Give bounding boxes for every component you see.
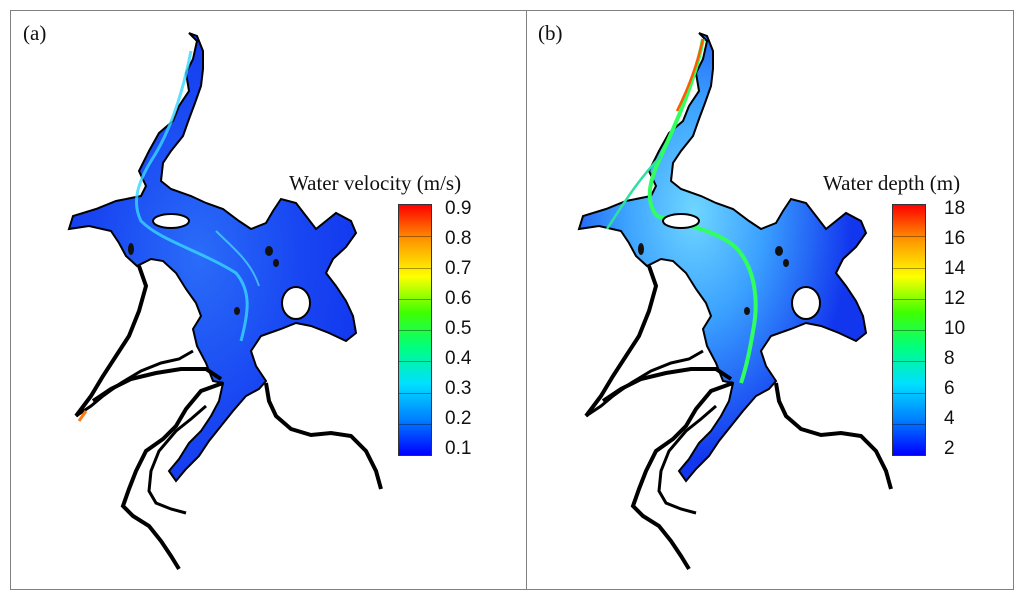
colorbar xyxy=(398,204,432,456)
colorbar xyxy=(892,204,926,456)
panel-b-water-depth: (b) Water depth (m) xyxy=(527,11,1013,589)
panel-a-label: (a) xyxy=(23,21,47,45)
panel-divider xyxy=(526,10,527,590)
velocity-streak-a xyxy=(134,50,249,342)
island xyxy=(152,213,190,229)
colorbar-tick: 0.8 xyxy=(445,228,472,249)
panel-b-river-map xyxy=(577,32,893,571)
colorbar-tick: 0.3 xyxy=(445,378,472,399)
colorbar-tick: 0.7 xyxy=(445,258,472,279)
colorbar-tick: 0.6 xyxy=(445,288,472,309)
colorbar-tick: 10 xyxy=(944,318,966,339)
colorbar-tick: 0.1 xyxy=(445,438,472,459)
colorbar-tick: 2 xyxy=(944,438,955,459)
colorbar-tick: 8 xyxy=(944,348,955,369)
colorbar-tick: 16 xyxy=(944,228,966,249)
colorbar-tick: 0.4 xyxy=(445,348,472,369)
reservoir-water-b xyxy=(577,32,868,483)
legend-title: Water depth (m) xyxy=(823,171,961,195)
colorbar-tick: 0.5 xyxy=(445,318,472,339)
colorbar-tick: 4 xyxy=(944,408,955,429)
colorbar-tick: 12 xyxy=(944,288,966,309)
colorbar-tick: 6 xyxy=(944,378,955,399)
panel-a-water-velocity: (a) Water velocity (m/s) xyxy=(11,11,526,589)
colorbar-tick: 0.2 xyxy=(445,408,472,429)
reservoir-water-a xyxy=(67,32,358,483)
colorbar-tick: 18 xyxy=(944,198,966,219)
colorbar-tick: 14 xyxy=(944,258,966,279)
shoreline-branch xyxy=(74,265,149,418)
legend-title: Water velocity (m/s) xyxy=(289,171,462,195)
panel-b-label: (b) xyxy=(538,21,563,45)
island xyxy=(281,286,311,320)
panel-a-river-map xyxy=(67,32,383,571)
colorbar-tick: 0.9 xyxy=(445,198,472,219)
